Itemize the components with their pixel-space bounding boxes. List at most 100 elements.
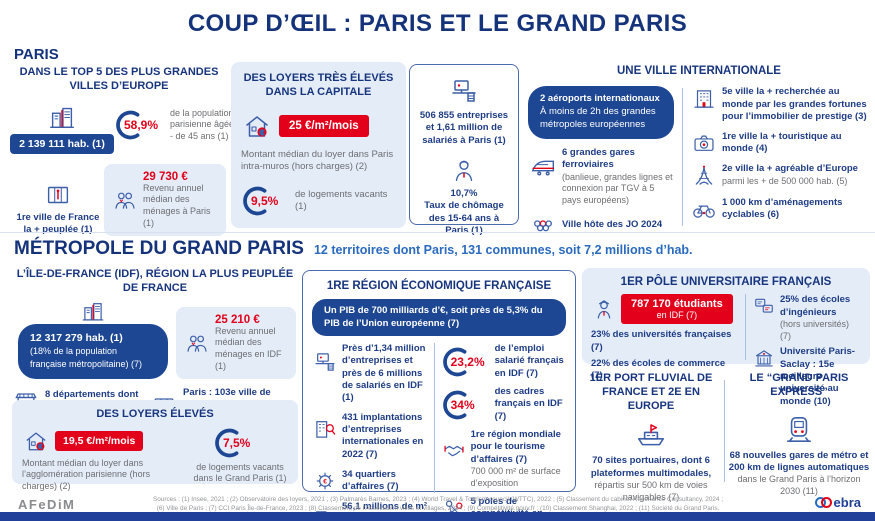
idf-income-box: 25 210 € Revenu annuel médian des ménage… <box>176 306 296 380</box>
olympic-rings-icon <box>528 213 558 239</box>
sources-line2: (6) Ville de Paris ; (7) CCI Paris Île-d… <box>156 504 720 512</box>
rent-badge: 25 €/m²/mois <box>279 114 369 137</box>
idf-income-desc: Revenu annuel médian des ménages en IDF … <box>215 325 282 371</box>
section-divider <box>0 232 875 233</box>
cebra-text: ebra <box>833 495 861 510</box>
family-icon <box>184 330 210 356</box>
desk-icon <box>312 349 338 375</box>
employment-arc: 23,2% <box>441 346 495 378</box>
gdp-banner: Un PIB de 700 milliards d’€, soit près d… <box>312 299 566 337</box>
rent-desc: Montant médian du loyer dans Paris intra… <box>241 148 394 172</box>
under45-arc: 58,9% <box>114 109 168 141</box>
train-icon <box>528 151 558 181</box>
ranking-item: 2e ville la + agréable d’Europe <box>722 163 858 175</box>
hotel-icon <box>691 86 717 112</box>
block-rents-title: DES LOYERS TRÈS ÉLEVÉS DANS LA CAPITALE <box>243 72 394 98</box>
block-idf: L’ÎLE-DE-FRANCE (IDF), RÉGION LA PLUS PE… <box>12 268 298 424</box>
economy-fact: 34 quartiers d’affaires (7) <box>342 468 399 493</box>
idf-pop-main: 12 317 279 hab. (1) <box>30 331 123 344</box>
idf-pop-sub: (18% de la population française métropol… <box>30 345 143 370</box>
house-euro-icon <box>241 110 273 142</box>
family-icon <box>112 187 138 213</box>
idf-income-value: 25 210 € <box>215 313 260 326</box>
block-international: UNE VILLE INTERNATIONALE 2 aéroports int… <box>528 64 870 239</box>
city-icon <box>80 298 106 324</box>
block-rents-gp: DES LOYERS ÉLEVÉS 19,5 €/m²/mois Montant… <box>12 400 298 491</box>
students-sub: en IDF (7) <box>656 310 698 321</box>
camera-icon <box>691 130 717 156</box>
population-badge: 2 139 111 hab. (1) <box>10 133 114 154</box>
gpe-sub: dans le Grand Paris à l’horizon 2030 (11… <box>737 474 861 496</box>
rank-text: 1re ville de France la + peuplée (1) <box>16 211 100 235</box>
handshake-icon <box>441 437 467 463</box>
block-business: 506 855 entreprises et 1,61 million de s… <box>409 64 519 236</box>
ranking-item-sub: parmi les + de 500 000 hab. (5) <box>722 175 848 186</box>
port-main: 70 sites portuaires, dont 6 plateformes … <box>590 455 712 479</box>
economy-fact: 431 implantations d’entreprises internat… <box>342 411 424 460</box>
unemployment-desc: Taux de chômage des 15-64 ans à Paris (1… <box>424 200 504 237</box>
block-university-title: 1ER PÔLE UNIVERSITAIRE FRANÇAIS <box>620 276 832 288</box>
gp-vacancy-arc: 7,5% <box>213 427 267 459</box>
page-title: COUP D’ŒIL : PARIS ET LE GRAND PARIS <box>187 10 688 37</box>
worker-icon <box>449 155 479 185</box>
airports-badge: 2 aéroports internationaux À moins de 2h… <box>528 86 674 139</box>
executives-arc: 34% <box>441 389 495 421</box>
income-box: 29 730 € Revenu annuel médian des ménage… <box>104 163 226 237</box>
city-icon <box>47 102 77 132</box>
metropole-subtitle: 12 territoires dont Paris, 131 communes,… <box>313 243 693 257</box>
executives-pct: 34% <box>450 397 475 412</box>
student-icon <box>591 296 617 322</box>
under45-pct: 58,9% <box>124 118 159 133</box>
employment-desc: de l’emploi salarié français en IDF (7) <box>494 343 564 379</box>
saclay-text: Université Paris-Saclay : 15e meilleure … <box>779 346 855 407</box>
port-sub: répartis sur 500 km de voies navigables … <box>594 479 708 502</box>
tourism-sub: 700 000 m² de surface d’exposition <box>470 466 561 488</box>
block-economy-title: 1RE RÉGION ÉCONOMIQUE FRANÇAISE <box>326 280 552 292</box>
university-building-icon <box>752 346 776 370</box>
bottom-bar <box>0 512 875 521</box>
companies-text: 506 855 entreprises et 1,61 million de s… <box>419 110 509 146</box>
vertical-divider <box>744 294 746 361</box>
vertical-divider <box>433 343 435 494</box>
block-port: 1ER PORT FLUVIAL DE FRANCE ET 2E EN EURO… <box>582 372 720 503</box>
gp-vacancy-desc: de logements vacants dans le Grand Paris… <box>193 461 287 484</box>
metropole-title: MÉTROPOLE DU GRAND PARIS <box>14 238 304 259</box>
students-badge: 787 170 étudiants en IDF (7) <box>621 294 733 325</box>
block-gpe: LE “GRAND PARIS EXPRESS” 68 nouvelles ga… <box>728 372 870 498</box>
engineering-stat: 25% des écoles d’ingénieurs <box>779 294 851 318</box>
ranking-item: 1 000 km d’aménagements cyclables (6) <box>722 197 843 221</box>
idf-population-badge: 12 317 279 hab. (1) (18% de la populatio… <box>18 323 168 380</box>
employment-pct: 23,2% <box>450 354 485 369</box>
gp-vacancy-pct: 7,5% <box>223 435 251 450</box>
stations-sub: (banlieue, grandes lignes et connexion p… <box>562 171 673 205</box>
block-top5-title: DANS LE TOP 5 DES PLUS GRANDES VILLES D’… <box>19 66 219 92</box>
under45-desc: de la population parisienne âgée de - de… <box>170 107 247 141</box>
executives-desc: des cadres français en IDF (7) <box>494 386 563 422</box>
gear-euro-icon <box>312 468 338 494</box>
economy-fact: Près d’1,34 million d’entreprises et prè… <box>342 343 426 404</box>
tourism-main: 1re région mondiale pour le tourisme d’a… <box>470 429 561 465</box>
airports-sub: À moins de 2h des grandes métropoles eur… <box>540 106 656 130</box>
block-rents-paris: DES LOYERS TRÈS ÉLEVÉS DANS LA CAPITALE … <box>231 62 406 228</box>
block-gpe-title: LE “GRAND PARIS EXPRESS” <box>749 372 849 398</box>
desk-icon <box>448 75 480 107</box>
olympics-text: Ville hôte des JO 2024 <box>562 219 663 231</box>
section-label-paris: PARIS <box>14 46 59 63</box>
block-international-title: UNE VILLE INTERNATIONALE <box>617 65 781 77</box>
eiffel-tower-icon <box>691 163 717 189</box>
students-main: 787 170 étudiants <box>631 298 723 311</box>
block-rents-gp-title: DES LOYERS ÉLEVÉS <box>96 408 214 420</box>
block-university: 1ER PÔLE UNIVERSITAIRE FRANÇAIS 787 170 … <box>582 268 870 407</box>
vertical-divider <box>724 380 725 482</box>
ship-icon <box>634 417 668 451</box>
block-top5: DANS LE TOP 5 DES PLUS GRANDES VILLES D’… <box>10 66 247 237</box>
income-value: 29 730 € <box>143 170 188 183</box>
metro-train-icon <box>782 412 816 446</box>
screens-icon <box>752 294 776 318</box>
map-icon <box>43 180 73 210</box>
unemployment-pct: 10,7% <box>450 188 478 200</box>
engineering-stat-sub: (hors universités) (7) <box>779 319 849 341</box>
gp-rent-badge: 19,5 €/m²/mois <box>55 430 144 451</box>
cebra-mark-red <box>820 497 832 508</box>
